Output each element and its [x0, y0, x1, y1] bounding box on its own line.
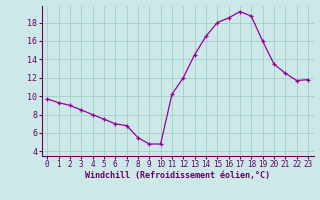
X-axis label: Windchill (Refroidissement éolien,°C): Windchill (Refroidissement éolien,°C) — [85, 171, 270, 180]
